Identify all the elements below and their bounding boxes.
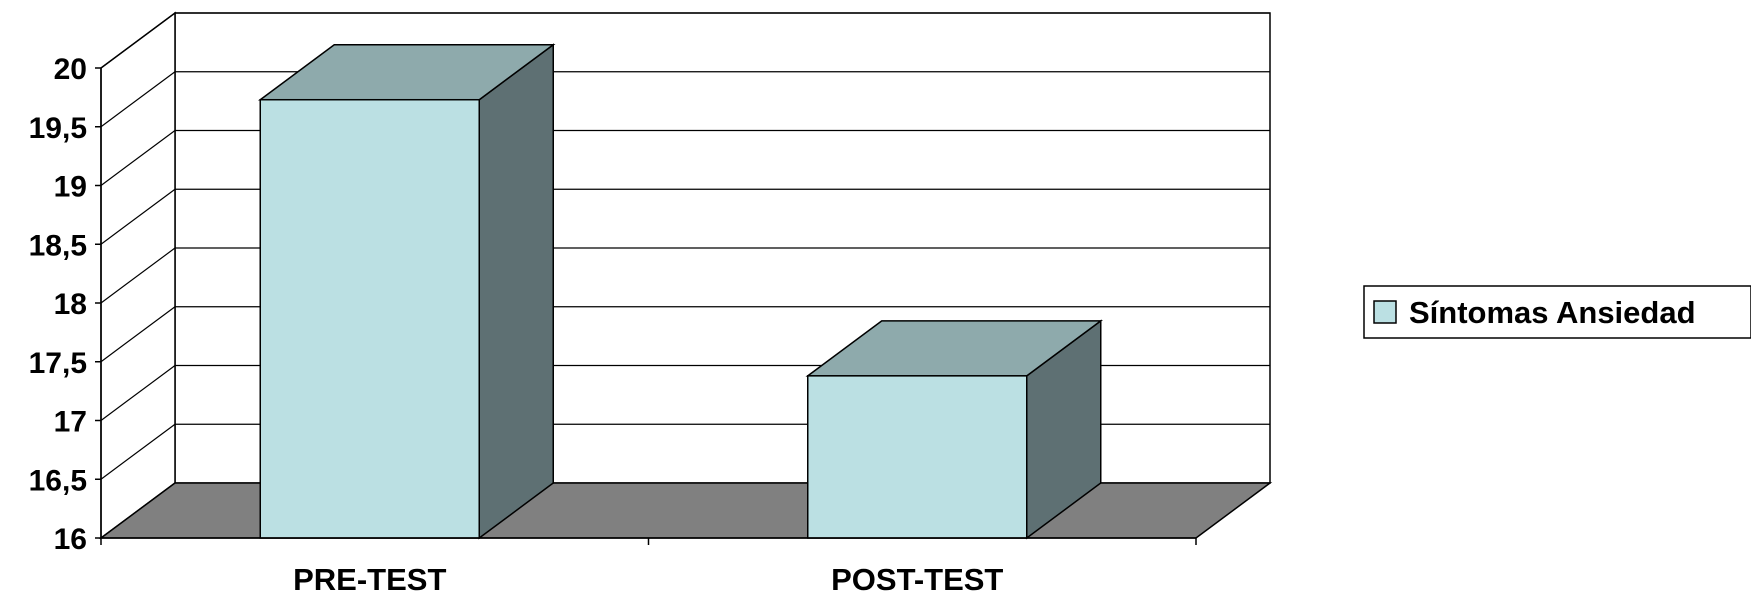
gridline-diagonal (100, 306, 176, 363)
y-tick-label: 20 (54, 53, 87, 86)
legend: Síntomas Ansiedad (1363, 285, 1751, 339)
gridline-diagonal (100, 71, 176, 128)
y-tick-label: 17,5 (29, 347, 87, 380)
legend-swatch (1373, 300, 1397, 324)
bars (257, 43, 1104, 540)
y-tick-label: 18,5 (29, 229, 87, 262)
bar-front (259, 98, 480, 539)
bar-front (807, 375, 1028, 539)
y-axis: 16 16,5 17 17,5 18 18,5 19 19,5 20 (29, 53, 102, 556)
y-tick-label: 19 (54, 171, 87, 204)
y-tick-label: 16,5 (29, 464, 87, 497)
gridline-diagonal (100, 365, 176, 421)
x-tick-label: POST-TEST (831, 562, 1003, 596)
y-tick-label: 19,5 (29, 112, 87, 145)
legend-box (1363, 285, 1751, 339)
x-tick-label: PRE-TEST (293, 562, 446, 596)
y-tick-label: 16 (54, 523, 87, 556)
gridline-diagonal (100, 247, 176, 304)
legend-label: Síntomas Ansiedad (1409, 295, 1696, 330)
bar (257, 43, 556, 540)
bar-side (478, 43, 554, 540)
gridline-diagonal (100, 130, 176, 186)
gridline-diagonal (100, 12, 176, 69)
y-tick-label: 18 (54, 288, 87, 321)
gridline-diagonal (100, 188, 176, 245)
gridline-diagonal (100, 423, 176, 480)
bar (805, 319, 1104, 540)
y-tick-label: 17 (54, 406, 87, 439)
x-axis: PRE-TEST POST-TEST (100, 537, 1197, 596)
